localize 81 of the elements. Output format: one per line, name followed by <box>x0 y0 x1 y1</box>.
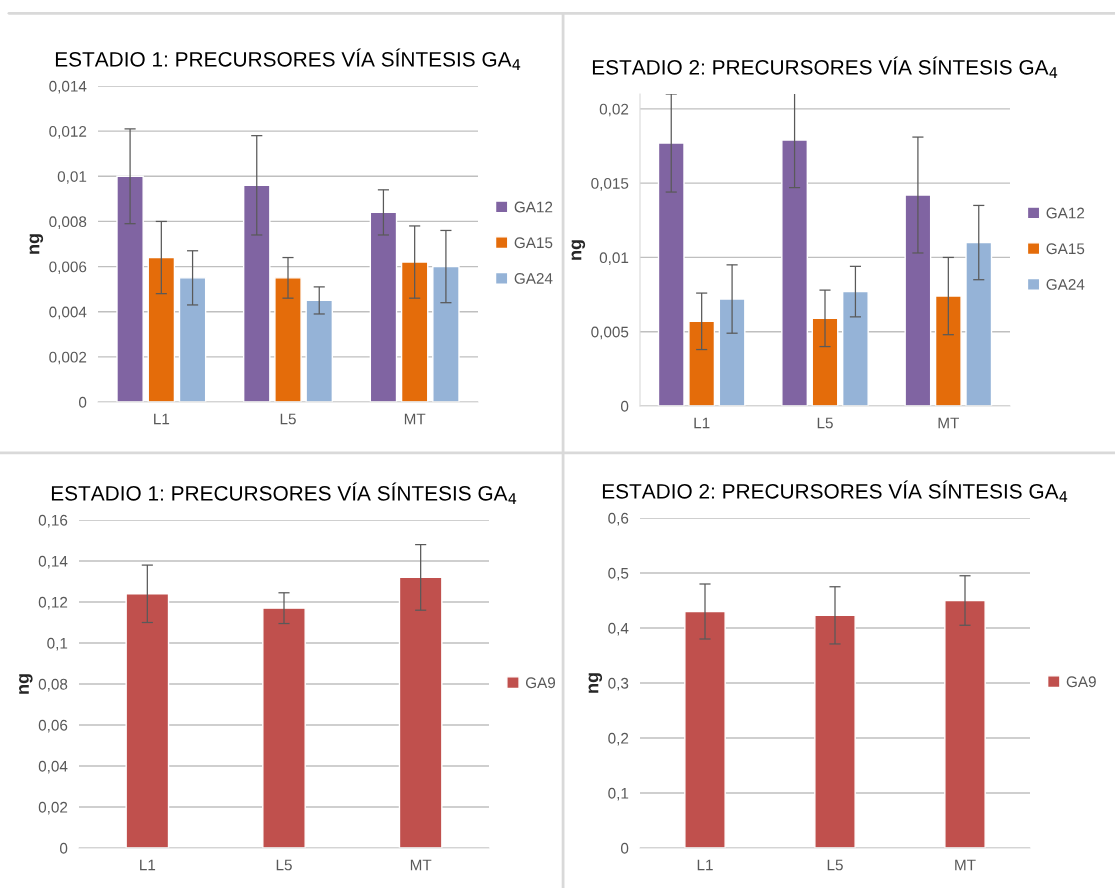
legend-label: GA12 <box>514 201 553 213</box>
y-tick-label: 0,01 <box>57 171 87 184</box>
y-tick-label: 0,02 <box>599 103 629 117</box>
bar <box>398 576 443 848</box>
legend-label: GA24 <box>1046 279 1085 290</box>
y-axis-title: ng <box>29 234 44 254</box>
bar <box>178 277 207 402</box>
x-tick-label: L1 <box>140 859 156 871</box>
y-tick-label: 0,004 <box>49 306 87 320</box>
bar <box>369 211 398 402</box>
bar <box>400 261 429 402</box>
bar <box>125 593 170 848</box>
y-tick-label: 0,005 <box>591 326 629 340</box>
x-tick-label: L5 <box>276 859 292 871</box>
bar <box>147 256 176 402</box>
legend-label: GA12 <box>1046 207 1085 219</box>
chart-title: ESTADIO 2: PRECURSORES VÍA SÍNTESIS GA$_{4}$ <box>602 480 1068 502</box>
y-tick-label: 0,1 <box>47 637 68 651</box>
bar <box>934 295 962 406</box>
y-tick-label: 0,014 <box>49 80 87 94</box>
bar <box>688 320 716 406</box>
y-tick-label: 0,04 <box>38 760 68 774</box>
bar <box>904 194 932 406</box>
x-tick-label: L5 <box>817 417 833 429</box>
x-tick-label: L5 <box>827 859 843 871</box>
y-tick-label: 0,3 <box>608 677 629 691</box>
y-tick-label: 0,06 <box>38 719 68 733</box>
x-tick-label: L1 <box>694 417 710 429</box>
y-tick-label: 0,2 <box>608 732 629 746</box>
bar <box>684 610 726 848</box>
y-tick-label: 0 <box>620 400 629 412</box>
y-tick-label: 0,012 <box>49 126 87 139</box>
bar <box>965 241 993 406</box>
x-tick-label: MT <box>410 859 432 871</box>
bar <box>116 175 144 402</box>
x-tick-label: MT <box>955 859 976 871</box>
y-tick-label: 0 <box>620 842 629 854</box>
bar <box>944 599 986 848</box>
bar <box>814 614 856 848</box>
y-tick-label: 0,08 <box>38 678 68 692</box>
bar <box>841 290 869 406</box>
x-tick-label: L1 <box>154 413 170 425</box>
chart-title: ESTADIO 2: PRECURSORES VÍA SÍNTESIS GA$_{4}$ <box>592 56 1058 78</box>
y-tick-label: 0,16 <box>38 514 68 528</box>
y-tick-label: 0,01 <box>599 252 629 265</box>
y-tick-label: 0,14 <box>38 555 68 569</box>
y-tick-label: 0,12 <box>38 596 68 610</box>
y-tick-label: 0,1 <box>608 787 629 801</box>
y-tick-label: 0,02 <box>38 801 68 815</box>
chart-title: ESTADIO 1: PRECURSORES VÍA SÍNTESIS GA$_{4}$ <box>51 482 517 504</box>
y-tick-label: 0,015 <box>591 178 629 191</box>
y-tick-label: 0,006 <box>49 261 87 275</box>
y-tick-label: 0,008 <box>49 216 87 229</box>
x-tick-label: MT <box>938 417 960 429</box>
y-tick-label: 0 <box>78 396 87 408</box>
y-axis-title: ng <box>19 674 33 694</box>
y-tick-label: 0,6 <box>608 512 629 526</box>
y-tick-label: 0 <box>59 842 68 854</box>
legend-label: GA15 <box>514 237 553 249</box>
y-tick-label: 0,5 <box>608 567 629 581</box>
bar <box>242 184 271 402</box>
legend-label: GA24 <box>514 273 553 284</box>
bar <box>262 607 306 848</box>
y-axis-title: ng <box>588 673 603 693</box>
x-tick-label: MT <box>404 413 426 425</box>
bar <box>781 139 809 406</box>
legend-label: GA15 <box>1046 243 1085 255</box>
bar <box>657 142 685 406</box>
x-tick-label: L5 <box>280 413 296 425</box>
bar <box>305 299 334 402</box>
bar <box>432 265 460 402</box>
y-tick-label: 0,4 <box>608 622 629 636</box>
legend-label: GA9 <box>1066 676 1096 688</box>
bar <box>811 317 839 406</box>
chart-title: ESTADIO 1: PRECURSORES VÍA SÍNTESIS GA$_{4}$ <box>55 48 521 70</box>
bar <box>274 277 302 402</box>
y-axis-title: ng <box>571 240 586 260</box>
x-tick-label: L1 <box>697 859 713 871</box>
y-tick-label: 0,002 <box>49 351 87 365</box>
legend-label: GA9 <box>525 677 556 689</box>
bar <box>718 298 746 406</box>
